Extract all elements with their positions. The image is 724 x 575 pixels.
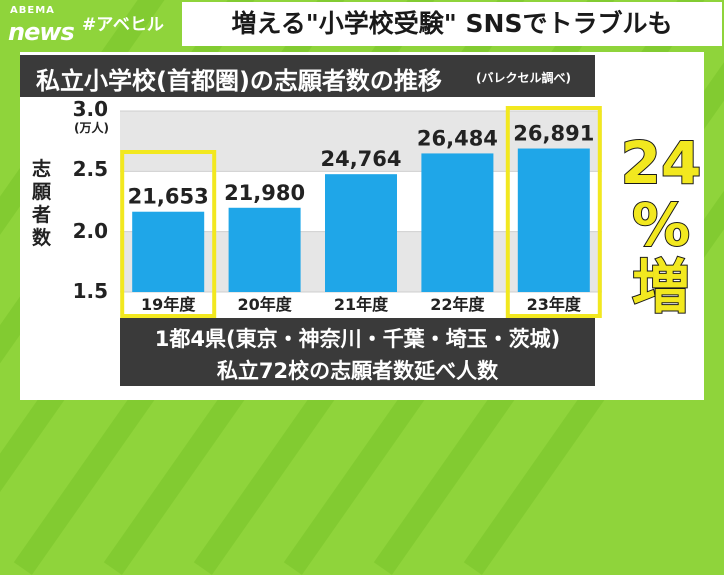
footnote-line-1: 1都4県(東京・神奈川・千葉・埼玉・茨城) — [154, 327, 561, 351]
y-unit-label: (万人) — [74, 121, 109, 135]
y-axis-label: 志願者数 — [32, 158, 52, 249]
bar-value-label: 26,891 — [513, 122, 594, 146]
highlight-frame — [505, 106, 602, 318]
x-tick-label: 19年度 — [141, 295, 196, 314]
chart-title-bar: 私立小学校(首都圏)の志願者数の推移 (バレクセル調べ) — [20, 55, 595, 97]
x-tick-label: 20年度 — [237, 295, 292, 314]
footnote-line-2: 私立72校の志願者数延べ人数 — [216, 359, 499, 383]
logo-big-text: news — [8, 18, 75, 46]
y-tick-label: 2.0 — [72, 219, 108, 243]
x-tick-label: 21年度 — [334, 295, 389, 314]
increase-label: 増 — [631, 253, 691, 321]
footnote-box: 1都4県(東京・神奈川・千葉・埼玉・茨城) 私立72校の志願者数延べ人数 — [120, 318, 595, 386]
bar-value-label: 21,653 — [128, 185, 209, 209]
increase-annotation: 24 % 増 — [618, 129, 704, 321]
bar — [228, 207, 301, 292]
bar-value-label: 26,484 — [417, 126, 498, 150]
x-tick-label: 22年度 — [430, 295, 485, 314]
increase-percent-sign: % — [631, 191, 691, 259]
program-hashtag: #アベヒル — [82, 15, 164, 35]
bar-value-label: 24,764 — [320, 147, 401, 171]
headline-banner: 増える"小学校受験" SNSでトラブルも — [182, 2, 722, 46]
highlight-frame — [120, 150, 217, 318]
chart-title: 私立小学校(首都圏)の志願者数の推移 — [36, 67, 442, 95]
y-tick-label: 2.5 — [72, 157, 108, 181]
increase-percent-value: 24 — [620, 129, 703, 197]
bar-chart: 21,653 19年度 21,980 20年度 24,764 21年度 26,484 22年度… — [120, 106, 602, 318]
bar-value-label: 21,980 — [224, 181, 305, 205]
abema-news-logo: ABEMA news — [4, 4, 75, 48]
bar — [325, 174, 397, 292]
y-tick-label: 3.0 — [72, 97, 108, 121]
x-tick-label: 23年度 — [527, 295, 582, 314]
chart-source: (バレクセル調べ) — [476, 71, 571, 85]
y-tick-label: 1.5 — [72, 279, 108, 303]
logo-small-text: ABEMA — [10, 5, 55, 16]
bar — [421, 153, 494, 292]
bar — [517, 148, 590, 292]
bar — [132, 211, 205, 292]
